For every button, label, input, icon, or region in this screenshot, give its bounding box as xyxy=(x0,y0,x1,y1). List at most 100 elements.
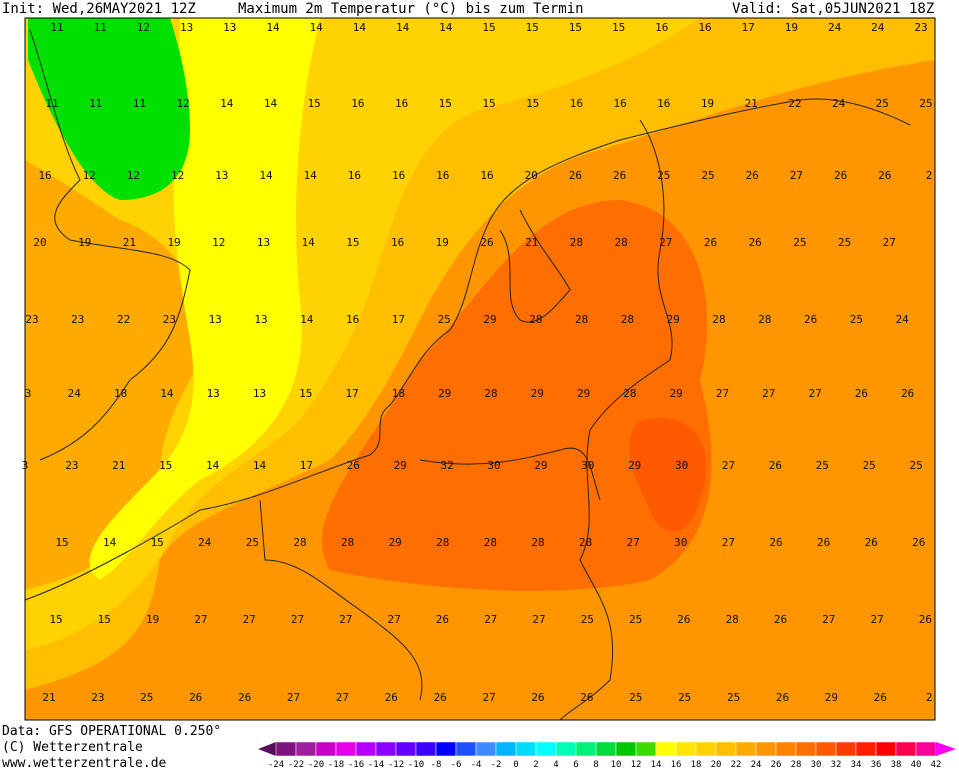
temperature-label: 25 xyxy=(909,459,922,472)
temperature-label: 26 xyxy=(677,613,690,626)
colorbar-label: 2 xyxy=(533,760,538,770)
temperature-label: 12 xyxy=(212,236,225,249)
temperature-label: 14 xyxy=(264,97,278,110)
temperature-label: 25 xyxy=(876,97,889,110)
temperature-label: 28 xyxy=(726,613,739,626)
temperature-label: 19 xyxy=(167,236,180,249)
colorbar-box xyxy=(635,741,657,757)
temperature-label: 3 xyxy=(22,459,29,472)
temperature-label: 15 xyxy=(299,387,312,400)
temperature-label: 15 xyxy=(612,21,625,34)
temperature-label: 15 xyxy=(439,97,452,110)
temperature-label: 26 xyxy=(613,169,626,182)
colorbar-end xyxy=(936,742,956,756)
colorbar-box xyxy=(475,741,497,757)
colorbar-label: -18 xyxy=(328,760,344,770)
temperature-label: 26 xyxy=(878,169,891,182)
temperature-label: 28 xyxy=(484,536,497,549)
temperature-label: 19 xyxy=(78,236,91,249)
temperature-label: 16 xyxy=(38,169,51,182)
temperature-label: 13 xyxy=(253,387,266,400)
hottest-region xyxy=(629,418,707,532)
temperature-label: 26 xyxy=(817,536,830,549)
temperature-label: 23 xyxy=(65,459,78,472)
hot-region xyxy=(322,200,712,591)
temperature-label: 15 xyxy=(151,536,164,549)
temperature-label: 16 xyxy=(698,21,711,34)
copyright: (C) Wetterzentrale xyxy=(2,740,143,755)
temperature-label: 28 xyxy=(570,236,583,249)
colorbar-label: 20 xyxy=(711,760,722,770)
colorbar-label: 32 xyxy=(831,760,842,770)
temperature-label: 27 xyxy=(883,236,896,249)
colorbar-label: -6 xyxy=(451,760,462,770)
temperature-label: 16 xyxy=(436,169,449,182)
temperature-label: 20 xyxy=(33,236,46,249)
temperature-label: 12 xyxy=(176,97,189,110)
temperature-label: 27 xyxy=(822,613,835,626)
colorbar-box xyxy=(815,741,837,757)
colorbar-label: 10 xyxy=(611,760,622,770)
temperature-label: 26 xyxy=(749,236,762,249)
temperature-label: 19 xyxy=(785,21,798,34)
temperature-label: 26 xyxy=(704,236,717,249)
temperature-label: 13 xyxy=(223,21,236,34)
temperature-label: 27 xyxy=(808,387,821,400)
temperature-label: 27 xyxy=(659,236,672,249)
temperature-label: 27 xyxy=(482,691,495,704)
temperature-label: 28 xyxy=(712,313,725,326)
temperature-label: 24 xyxy=(198,536,212,549)
temperature-label: 27 xyxy=(762,387,775,400)
temperature-label: 16 xyxy=(391,236,404,249)
temperature-label: 25 xyxy=(629,691,642,704)
temperature-label: 29 xyxy=(438,387,451,400)
temperature-label: 28 xyxy=(436,536,449,549)
temperature-label: 26 xyxy=(769,536,782,549)
temperature-label: 27 xyxy=(291,613,304,626)
temperature-label: 28 xyxy=(575,313,588,326)
temperature-label: 26 xyxy=(434,691,447,704)
temperature-label: 16 xyxy=(348,169,361,182)
temperature-label: 21 xyxy=(745,97,758,110)
temperature-label: 25 xyxy=(438,313,451,326)
temperature-label: 15 xyxy=(55,536,68,549)
temperature-label: 15 xyxy=(569,21,582,34)
colorbar-box xyxy=(875,741,897,757)
temperature-label: 27 xyxy=(387,613,400,626)
colorbar-label: -12 xyxy=(388,760,404,770)
temperature-label: 17 xyxy=(345,387,358,400)
colorbar-label: 26 xyxy=(771,760,782,770)
colorbar-label: -20 xyxy=(308,760,324,770)
temperature-label: 14 xyxy=(396,21,410,34)
colorbar-label: 4 xyxy=(553,760,558,770)
temperature-label: 15 xyxy=(526,21,539,34)
colorbar-box xyxy=(595,741,617,757)
temperature-label: 27 xyxy=(716,387,729,400)
colorbar-label: 6 xyxy=(573,760,578,770)
temperature-label: 29 xyxy=(531,387,544,400)
temperature-label: 13 xyxy=(180,21,193,34)
temperature-label: 14 xyxy=(266,21,280,34)
temperature-label: 15 xyxy=(98,613,111,626)
temperature-label: 25 xyxy=(838,236,851,249)
temperature-label: 15 xyxy=(482,97,495,110)
colorbar-box xyxy=(915,741,937,757)
colorbar-label: -2 xyxy=(491,760,502,770)
temperature-label: 15 xyxy=(308,97,321,110)
colorbar-label: 40 xyxy=(911,760,922,770)
temperature-label: 14 xyxy=(353,21,367,34)
temperature-label: 23 xyxy=(914,21,927,34)
temperature-label: 27 xyxy=(722,459,735,472)
temperature-label: 11 xyxy=(45,97,58,110)
temperature-label: 29 xyxy=(628,459,641,472)
temperature-label: 23 xyxy=(25,313,38,326)
colorbar-label: -16 xyxy=(348,760,364,770)
temperature-label: 11 xyxy=(89,97,102,110)
colorbar-box xyxy=(735,741,757,757)
colorbar-box xyxy=(695,741,717,757)
colorbar-box xyxy=(455,741,477,757)
colorbar-label: -8 xyxy=(431,760,442,770)
temperature-label: 16 xyxy=(570,97,583,110)
colorbar-box xyxy=(535,741,557,757)
temperature-label: 30 xyxy=(581,459,594,472)
